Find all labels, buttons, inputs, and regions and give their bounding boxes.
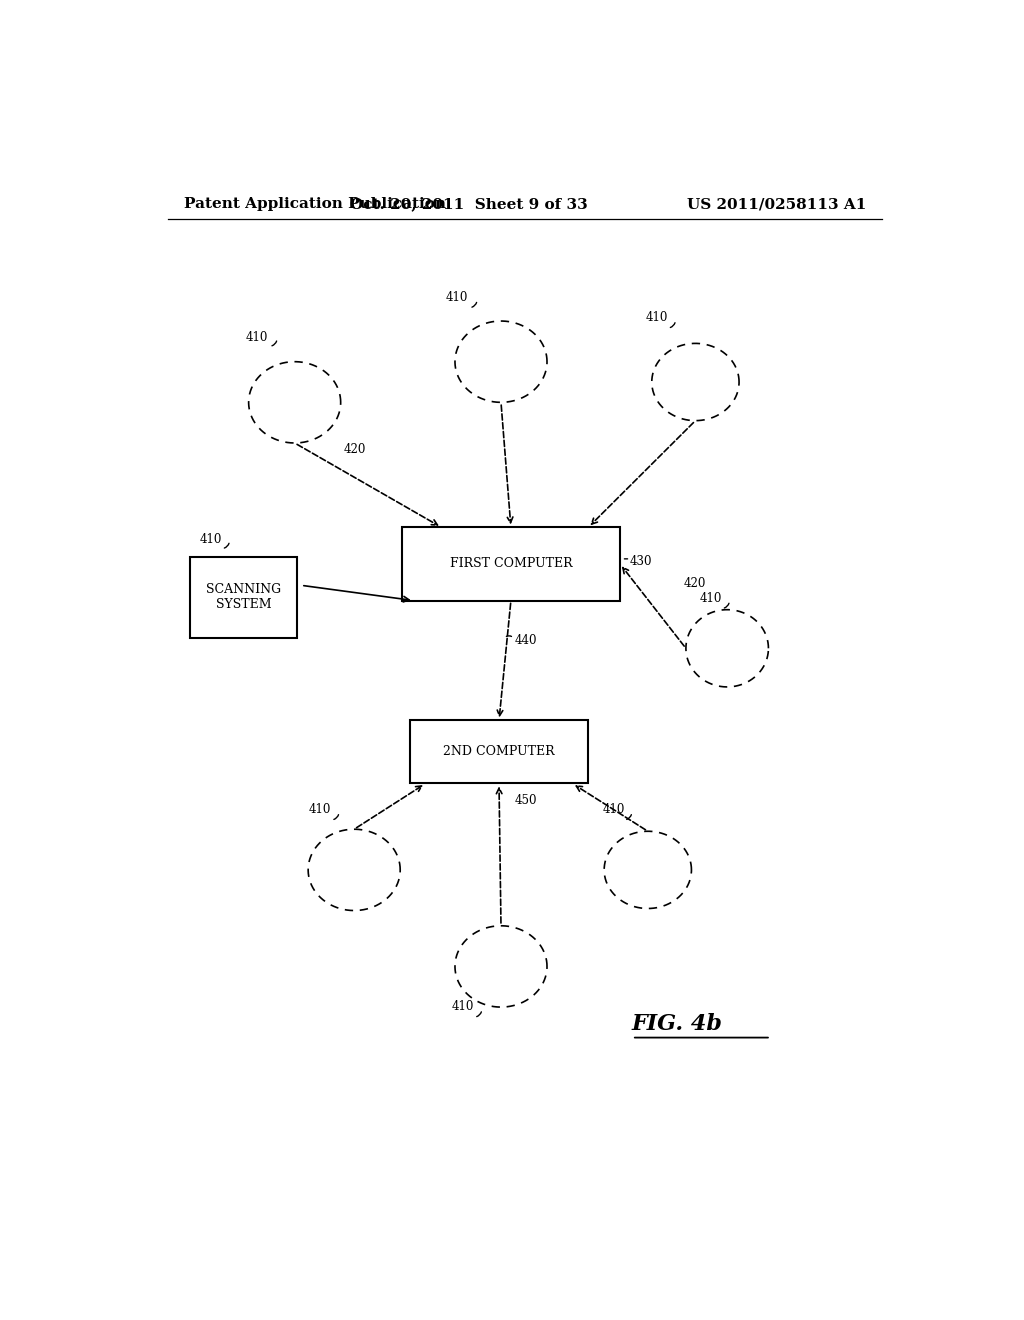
FancyBboxPatch shape bbox=[410, 721, 588, 784]
Text: 410: 410 bbox=[602, 803, 625, 816]
Text: Patent Application Publication: Patent Application Publication bbox=[183, 197, 445, 211]
Text: 430: 430 bbox=[630, 554, 652, 568]
Text: 410: 410 bbox=[246, 331, 268, 345]
Text: 450: 450 bbox=[514, 793, 537, 807]
Text: FIRST COMPUTER: FIRST COMPUTER bbox=[450, 557, 572, 570]
Text: 420: 420 bbox=[344, 444, 367, 457]
FancyBboxPatch shape bbox=[401, 528, 620, 601]
Text: 410: 410 bbox=[699, 591, 722, 605]
Text: 2ND COMPUTER: 2ND COMPUTER bbox=[443, 746, 555, 759]
Text: SCANNING
SYSTEM: SCANNING SYSTEM bbox=[206, 583, 281, 611]
Text: US 2011/0258113 A1: US 2011/0258113 A1 bbox=[687, 197, 866, 211]
Text: 410: 410 bbox=[309, 803, 332, 816]
Text: Oct. 20, 2011  Sheet 9 of 33: Oct. 20, 2011 Sheet 9 of 33 bbox=[350, 197, 588, 211]
Text: 410: 410 bbox=[452, 1001, 474, 1014]
Text: 420: 420 bbox=[684, 577, 706, 590]
Text: FIG. 4b: FIG. 4b bbox=[632, 1014, 723, 1035]
Text: 410: 410 bbox=[645, 312, 668, 323]
FancyBboxPatch shape bbox=[189, 557, 297, 638]
Text: 440: 440 bbox=[514, 634, 537, 647]
Text: 410: 410 bbox=[200, 532, 222, 545]
Text: 410: 410 bbox=[445, 290, 468, 304]
